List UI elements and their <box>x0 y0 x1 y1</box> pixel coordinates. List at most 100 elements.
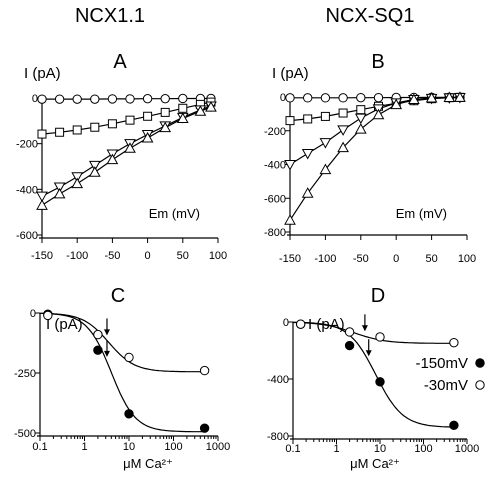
x-tick-label: -100 <box>314 253 336 265</box>
data-point <box>303 114 313 124</box>
series-triangle-up <box>36 101 217 210</box>
kd-arrow-head <box>361 325 368 332</box>
series-circle <box>37 93 216 104</box>
x-axis-title: μM Ca²⁺ <box>350 456 400 471</box>
x-tick-label: -150 <box>31 250 53 262</box>
y-tick-label: 0 <box>283 317 289 329</box>
data-point <box>107 94 118 104</box>
data-point <box>338 108 348 118</box>
y-tick-label: -800 <box>267 431 289 443</box>
kd-arrow <box>103 318 110 336</box>
data-point <box>176 112 189 124</box>
panel-letter-c: C <box>111 285 125 307</box>
kd-arrow-head <box>103 329 110 336</box>
x-tick-label: 100 <box>164 441 182 453</box>
data-point <box>425 91 438 103</box>
legend-marker <box>475 380 485 390</box>
x-tick-label: -150 <box>279 253 301 265</box>
y-tick-label: -250 <box>14 368 36 380</box>
x-tick-label: 10 <box>123 441 135 453</box>
data-point <box>125 115 135 125</box>
series-square <box>37 97 216 139</box>
legend-label: -30mV <box>424 377 468 394</box>
x-tick-label: 50 <box>177 250 189 262</box>
data-point <box>285 93 295 103</box>
y-axis-title: I (pA) <box>24 65 61 82</box>
kd-arrow <box>361 314 368 332</box>
x-tick-label: 1000 <box>206 441 230 453</box>
data-point <box>449 337 459 348</box>
data-point <box>178 103 188 113</box>
data-point <box>303 93 313 103</box>
y-tick-label: -400 <box>267 374 289 386</box>
data-point <box>124 142 136 153</box>
data-point <box>194 105 207 116</box>
x-tick-label: 0 <box>145 250 151 262</box>
fit-curve <box>292 321 454 344</box>
y-axis-title: I (pA) <box>46 316 83 333</box>
data-point <box>141 131 154 143</box>
data-point <box>375 377 385 387</box>
data-point <box>356 92 366 103</box>
x-tick-label: 1000 <box>455 443 479 455</box>
x-tick-label: 100 <box>209 250 227 262</box>
data-point <box>284 160 296 171</box>
data-point <box>93 345 103 355</box>
y-tick-label: 0 <box>280 92 286 104</box>
kd-arrow-head <box>103 350 110 357</box>
data-point <box>449 420 459 431</box>
x-tick-label: 1 <box>333 443 339 455</box>
x-tick-label: 100 <box>414 443 432 455</box>
data-point <box>124 409 134 419</box>
data-point <box>43 310 53 321</box>
y-tick-label: -200 <box>16 139 38 151</box>
fit-curve <box>40 312 205 373</box>
data-point <box>285 116 295 126</box>
data-point <box>125 94 135 104</box>
data-point <box>390 98 403 110</box>
data-point <box>54 94 65 104</box>
panel-letter-d: D <box>371 285 385 307</box>
fit-curve <box>39 312 205 433</box>
x-tick-label: 0.1 <box>285 443 300 455</box>
data-point <box>319 138 332 149</box>
data-point <box>88 160 101 172</box>
data-point <box>72 125 82 135</box>
data-point <box>160 93 170 104</box>
data-point <box>107 119 117 129</box>
data-point <box>354 113 367 125</box>
data-point <box>93 329 103 340</box>
data-point <box>295 319 306 329</box>
data-point <box>373 92 384 103</box>
panel-d: DI (pA)μM Ca²⁺0.1 1 10 100 1000-800-4000-150… <box>267 285 485 471</box>
kd-arrow <box>103 339 110 357</box>
series-triangle-down <box>284 93 466 171</box>
x-tick-label: 0 <box>393 253 399 265</box>
data-point <box>375 332 385 342</box>
data-point <box>53 182 66 194</box>
data-point <box>337 125 349 136</box>
data-point <box>106 153 119 165</box>
data-point <box>142 93 153 104</box>
data-point <box>55 127 65 137</box>
y-tick-label: -600 <box>264 193 286 205</box>
data-point <box>372 108 385 120</box>
charts-group: AI (pA)Em (mV)-150 -100 -50 0 50 1000-200-400… <box>14 51 485 471</box>
data-point <box>36 191 48 203</box>
data-point <box>90 122 100 132</box>
data-point <box>205 101 217 112</box>
panel-c: C I (pA) μM Ca²⁺ 0.1 1 10 100 1000 -500 -250 0 <box>14 285 230 471</box>
x-tick-label: -100 <box>66 250 88 262</box>
data-point <box>143 111 153 121</box>
data-point <box>71 172 84 183</box>
x-tick-label: -50 <box>104 250 120 262</box>
data-point <box>199 365 210 376</box>
data-point <box>159 121 172 133</box>
data-point <box>337 141 349 153</box>
data-point <box>320 93 331 103</box>
data-point <box>160 107 170 117</box>
data-point <box>320 111 330 121</box>
y-tick-label: -200 <box>264 126 286 138</box>
data-point <box>37 129 47 139</box>
